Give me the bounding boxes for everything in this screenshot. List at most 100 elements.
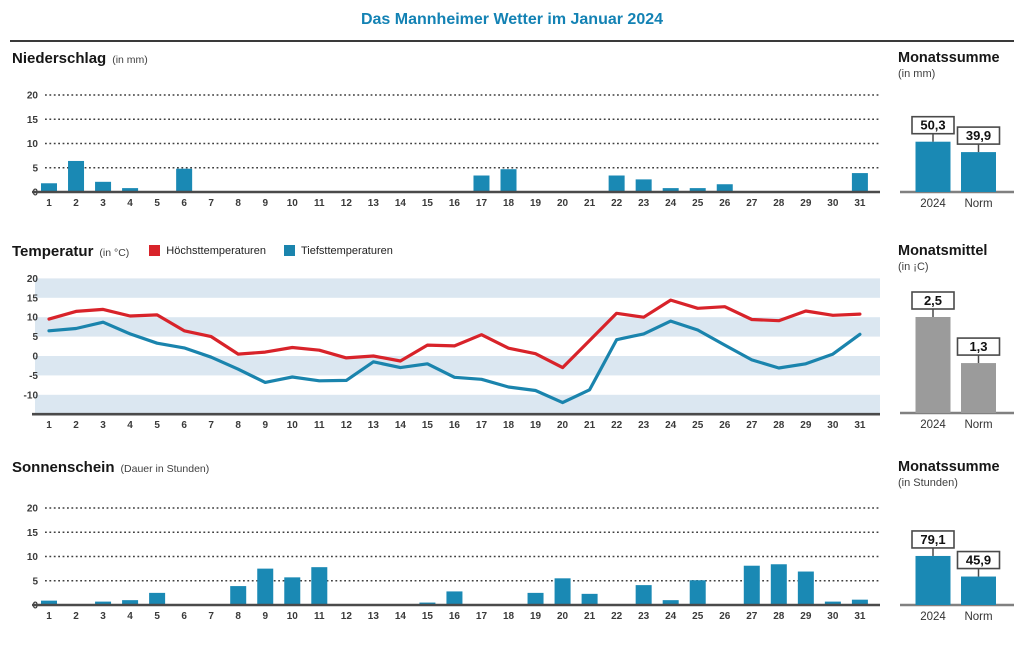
y-tick-5: 5 (32, 332, 38, 343)
bar-day-31 (851, 173, 868, 192)
bar-day-2 (68, 160, 85, 192)
x-tick-1: 1 (46, 420, 52, 431)
band-15-20 (35, 278, 880, 298)
temperatur-heading: Temperatur (12, 243, 94, 260)
bars (41, 160, 868, 192)
x-tick-14: 14 (395, 420, 407, 431)
y-tick-20: 20 (27, 91, 39, 102)
value-box (911, 115, 955, 135)
x-tick-2: 2 (73, 611, 79, 622)
x-tick-1: 1 (46, 611, 52, 622)
y-tick-10: 10 (27, 552, 39, 563)
x-tick-30: 30 (827, 611, 839, 622)
x-tick-2: 2 (73, 198, 79, 209)
bar-day-18 (500, 169, 517, 192)
band--15--10 (35, 394, 880, 415)
x-tick-26: 26 (719, 420, 731, 431)
x-tick-21: 21 (584, 611, 596, 622)
summary-label-Norm: Norm (964, 611, 992, 623)
x-tick-12: 12 (341, 611, 353, 622)
x-tick-25: 25 (692, 611, 704, 622)
summary-header-temperatur: Monatsmittel (in ¡C) (898, 243, 1020, 273)
x-tick-10: 10 (287, 198, 299, 209)
x-tick-9: 9 (262, 198, 268, 209)
bar-day-11 (311, 567, 328, 605)
x-tick-9: 9 (262, 611, 268, 622)
niederschlag-summary-chart: 50,3 2024 39,9 Norm (900, 115, 1014, 210)
y-tick-20: 20 (27, 274, 39, 285)
value-box (956, 550, 1001, 570)
x-tick-16: 16 (449, 611, 461, 622)
x-tick-29: 29 (800, 198, 812, 209)
sonnenschein-summary-unit: (in Stunden) (898, 477, 958, 489)
section-header-temperatur: Temperatur (in °C) Höchsttemperaturen Ti… (12, 243, 393, 260)
bar-day-17 (473, 175, 490, 192)
bar-day-22 (608, 175, 625, 192)
x-tick-16: 16 (449, 420, 461, 431)
bar-day-1 (41, 183, 57, 192)
bar-day-28 (770, 564, 787, 605)
niederschlag-chart: 0510152012345678910111213141516171819202… (27, 91, 880, 209)
x-tick-19: 19 (530, 611, 542, 622)
x-tick-20: 20 (557, 198, 569, 209)
x-tick-11: 11 (314, 198, 325, 209)
x-tick-3: 3 (100, 198, 106, 209)
y-tick-0: 0 (32, 352, 38, 363)
y-tick--5: -5 (29, 371, 38, 382)
x-tick-15: 15 (422, 611, 434, 622)
bar-day-9 (257, 568, 274, 605)
niederschlag-summary-heading: Monatssumme (898, 50, 1000, 66)
bar-day-6 (176, 168, 193, 192)
tiefst-legend-label: Tiefsttemperaturen (300, 244, 393, 257)
x-tick-7: 7 (208, 611, 214, 622)
y-tick-15: 15 (27, 293, 39, 304)
summary-bar-2024 (915, 317, 951, 413)
band--5-0 (35, 356, 880, 376)
x-tick-27: 27 (746, 420, 758, 431)
y-tick--10: -10 (24, 390, 39, 401)
x-tick-18: 18 (503, 611, 515, 622)
x-tick-6: 6 (181, 420, 187, 431)
x-tick-13: 13 (368, 611, 380, 622)
x-tick-labels: 1 2 3 4 5 6 7 8 9 10 11 12 13 14 15 16 17 18 19 20 21 22 23 24 2… (46, 420, 866, 431)
value-box (956, 126, 1001, 145)
bar-day-4 (122, 188, 139, 192)
summary-label-Norm: Norm (964, 419, 992, 431)
summary-label-2024: 2024 (920, 198, 946, 210)
x-tick-14: 14 (395, 611, 407, 622)
hoechst-legend-label: Höchsttemperaturen (166, 244, 266, 257)
x-tick-6: 6 (181, 611, 187, 622)
niederschlag-unit: (in mm) (112, 54, 148, 66)
x-tick-4: 4 (127, 420, 133, 431)
value-box-text-2024: 2,5 (924, 293, 942, 308)
x-tick-17: 17 (476, 198, 488, 209)
x-tick-1: 1 (46, 198, 52, 209)
x-tick-28: 28 (773, 611, 785, 622)
value-box-text-Norm: 45,9 (966, 553, 991, 568)
bar-day-19 (527, 592, 544, 605)
x-tick-24: 24 (665, 420, 677, 431)
x-tick-22: 22 (611, 611, 623, 622)
x-tick-4: 4 (127, 198, 133, 209)
temperatur-summary-chart: 2,5 2024 1,3 Norm (900, 291, 1014, 431)
x-tick-labels: 1 2 3 4 5 6 7 8 9 10 11 12 13 14 15 16 17 18 19 20 21 22 23 24 2… (46, 198, 866, 209)
x-tick-9: 9 (262, 420, 268, 431)
x-tick-19: 19 (530, 420, 542, 431)
x-tick-22: 22 (611, 198, 623, 209)
x-tick-29: 29 (800, 611, 812, 622)
temperatur-summary-heading: Monatsmittel (898, 243, 988, 259)
x-tick-7: 7 (208, 198, 214, 209)
x-tick-23: 23 (638, 420, 650, 431)
x-tick-13: 13 (368, 198, 380, 209)
x-tick-29: 29 (800, 420, 812, 431)
bar-day-4 (122, 600, 139, 605)
bar-day-21 (581, 593, 598, 605)
x-tick-23: 23 (638, 198, 650, 209)
y-tick-10: 10 (27, 313, 39, 324)
x-tick-5: 5 (154, 420, 160, 431)
temperatur-legend: Höchsttemperaturen Tiefsttemperaturen (149, 245, 393, 257)
bar-day-25 (689, 188, 706, 192)
bar-day-24 (662, 188, 679, 192)
hoechsttemperaturen-line (47, 298, 862, 370)
